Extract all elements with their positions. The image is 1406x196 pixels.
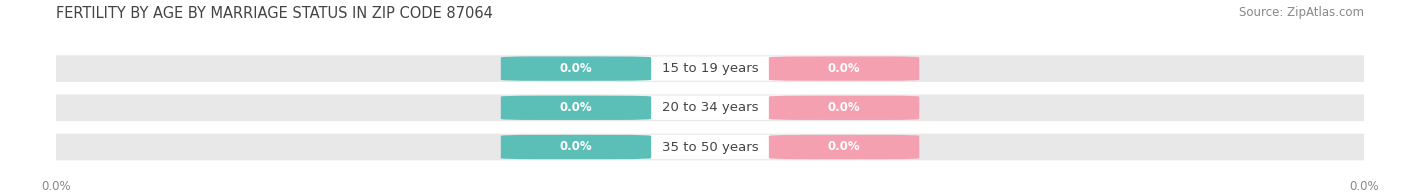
- FancyBboxPatch shape: [501, 56, 651, 81]
- FancyBboxPatch shape: [769, 135, 920, 159]
- FancyBboxPatch shape: [39, 55, 1381, 82]
- FancyBboxPatch shape: [39, 94, 1381, 121]
- Text: 0.0%: 0.0%: [828, 101, 860, 114]
- FancyBboxPatch shape: [39, 134, 1381, 160]
- Text: 0.0%: 0.0%: [560, 141, 592, 153]
- Text: 0.0%: 0.0%: [560, 62, 592, 75]
- Text: 0.0%: 0.0%: [560, 101, 592, 114]
- Text: 0.0%: 0.0%: [828, 62, 860, 75]
- Text: Source: ZipAtlas.com: Source: ZipAtlas.com: [1239, 6, 1364, 19]
- Text: 35 to 50 years: 35 to 50 years: [662, 141, 758, 153]
- Text: 15 to 19 years: 15 to 19 years: [662, 62, 758, 75]
- Text: 20 to 34 years: 20 to 34 years: [662, 101, 758, 114]
- FancyBboxPatch shape: [592, 56, 828, 81]
- FancyBboxPatch shape: [769, 96, 920, 120]
- FancyBboxPatch shape: [501, 135, 651, 159]
- Text: FERTILITY BY AGE BY MARRIAGE STATUS IN ZIP CODE 87064: FERTILITY BY AGE BY MARRIAGE STATUS IN Z…: [56, 6, 494, 21]
- FancyBboxPatch shape: [592, 135, 828, 159]
- Text: 0.0%: 0.0%: [828, 141, 860, 153]
- FancyBboxPatch shape: [592, 96, 828, 120]
- FancyBboxPatch shape: [769, 56, 920, 81]
- FancyBboxPatch shape: [501, 96, 651, 120]
